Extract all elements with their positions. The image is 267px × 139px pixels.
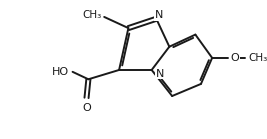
Text: N: N: [156, 69, 164, 79]
Text: O: O: [82, 103, 91, 113]
Text: CH₃: CH₃: [82, 10, 101, 20]
Text: CH₃: CH₃: [248, 53, 267, 63]
Text: O: O: [231, 53, 239, 63]
Text: HO: HO: [52, 67, 69, 77]
Text: N: N: [155, 10, 163, 20]
